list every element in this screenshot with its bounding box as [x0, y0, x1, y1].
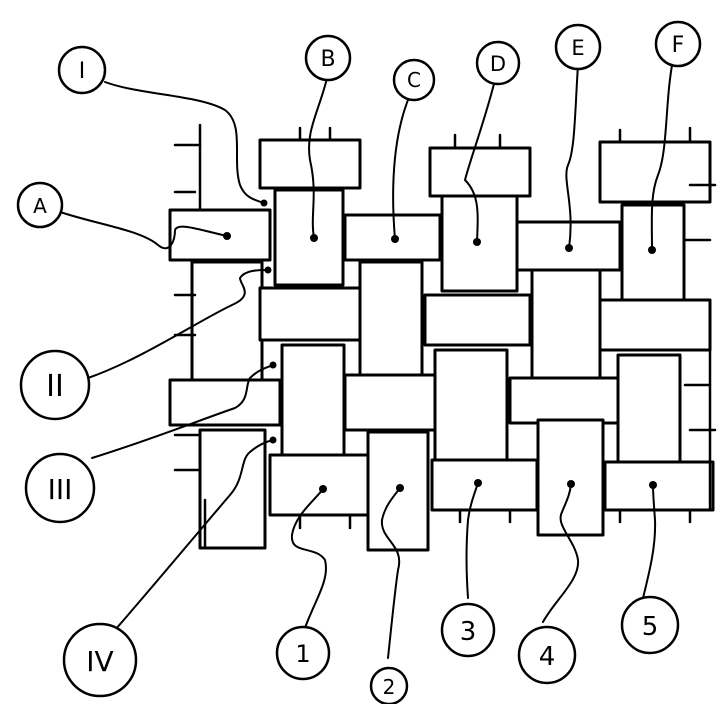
weft-band-row-4c [603, 460, 715, 512]
leader-3 [465, 482, 479, 599]
leader-b [308, 73, 329, 239]
label-texts: I B C D E F A II III IV 1 2 3 4 5 [33, 33, 684, 699]
label-circle-e [554, 23, 602, 71]
label-circle-3 [440, 602, 496, 658]
leader-i [104, 81, 265, 204]
weft-band-row-4a [268, 453, 372, 517]
top-border-piece-right [428, 146, 532, 198]
label-3: 3 [460, 617, 477, 647]
weft-band-row-2b [423, 293, 532, 347]
leader-d [463, 79, 496, 243]
label-2: 2 [383, 675, 396, 699]
label-circle-i [57, 45, 107, 95]
leader-e [565, 64, 579, 249]
label-circle-d [475, 40, 521, 86]
weft-band-row-4b [430, 458, 539, 512]
label-circle-ii [19, 349, 91, 421]
weft-band-row-2a [258, 286, 362, 342]
leader-2 [380, 487, 401, 659]
leader-iii [91, 364, 274, 459]
warp-band-col-c [358, 260, 424, 384]
leader-ii [87, 269, 269, 379]
leader-iv [114, 439, 274, 631]
weave-lattice [168, 138, 715, 552]
label-5: 5 [642, 612, 659, 642]
leader-4 [542, 483, 580, 623]
leader-5 [642, 484, 657, 599]
leader-f [650, 59, 674, 251]
leader-lines [59, 59, 674, 659]
weft-band-row-2c [598, 298, 712, 352]
label-ii: II [46, 369, 64, 404]
weft-band-row-3c [508, 376, 622, 425]
leader-a [59, 211, 228, 250]
warp-band-col-b-top [273, 188, 345, 287]
warp-band-row-3-d [433, 348, 509, 467]
label-circle-iii [24, 452, 96, 524]
label-a: A [33, 194, 47, 218]
warp-band-row-4-e [536, 418, 605, 537]
label-circle-a [16, 181, 64, 229]
label-circle-f [654, 20, 702, 68]
label-c: C [407, 68, 421, 92]
label-circle-1 [275, 625, 331, 681]
label-f: F [672, 33, 685, 58]
warp-band-row-3-f [616, 353, 682, 472]
leader-1 [290, 488, 327, 629]
label-circles [16, 20, 702, 706]
label-circle-5 [620, 595, 680, 655]
label-circle-4 [517, 625, 577, 685]
label-iii: III [48, 473, 73, 506]
top-border-piece-far-right [598, 140, 712, 204]
label-circle-b [304, 34, 352, 82]
leader-c [392, 94, 411, 240]
label-i: I [79, 59, 86, 84]
fringe-ticks [173, 123, 717, 550]
label-circle-c [392, 58, 436, 102]
label-b: B [320, 47, 335, 72]
label-iv: IV [86, 645, 113, 678]
weft-band-row-3a [168, 378, 282, 427]
label-4: 4 [539, 642, 556, 672]
warp-band-col-e [530, 268, 602, 387]
weft-band-row-3b [343, 373, 437, 432]
label-d: D [490, 52, 506, 76]
warp-band-row-3-b [280, 343, 346, 459]
label-e: E [571, 36, 584, 60]
label-circle-iv [62, 622, 138, 698]
label-1: 1 [295, 640, 310, 668]
